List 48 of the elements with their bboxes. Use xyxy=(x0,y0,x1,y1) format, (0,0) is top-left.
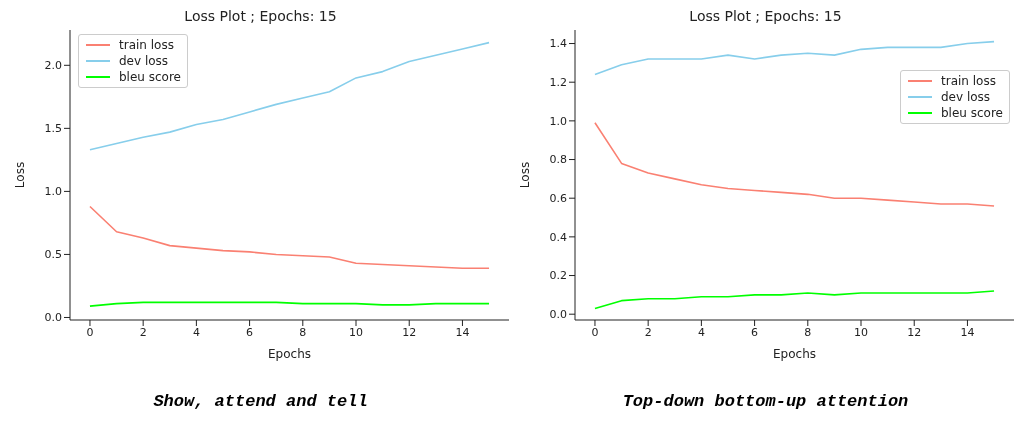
legend-label: train loss xyxy=(119,37,174,53)
y-tick-label: 0.0 xyxy=(44,311,62,325)
x-tick-label: 14 xyxy=(455,325,470,339)
chart-title: Loss Plot ; Epochs: 15 xyxy=(688,8,843,26)
x-tick-label: 14 xyxy=(960,325,975,339)
line-series xyxy=(89,205,490,270)
y-tick-label: 1.0 xyxy=(44,185,62,199)
legend-label: dev loss xyxy=(119,53,169,69)
x-tick-label: 4 xyxy=(192,325,200,339)
x-axis-title: Epochs xyxy=(773,347,816,361)
x-tick-label: 4 xyxy=(697,325,705,339)
y-tick-label: 0.5 xyxy=(44,248,62,262)
x-tick-label: 8 xyxy=(804,325,812,339)
y-tick-label: 1.2 xyxy=(549,76,567,90)
legend-label: bleu score xyxy=(941,105,1003,121)
x-tick-label: 12 xyxy=(402,325,417,339)
x-tick-label: 0 xyxy=(591,325,599,339)
x-tick-label: 8 xyxy=(299,325,307,339)
y-tick-label: 0.4 xyxy=(549,230,567,244)
y-axis-title: Loss xyxy=(13,161,28,189)
y-tick-label: 0.2 xyxy=(549,269,567,283)
x-tick-label: 12 xyxy=(907,325,922,339)
x-tick-label: 0 xyxy=(86,325,94,339)
text: Top-down bottom-up attention xyxy=(621,392,910,411)
x-tick-label: 10 xyxy=(349,325,364,339)
line-series xyxy=(89,41,490,151)
y-tick-label: 1.4 xyxy=(549,37,567,51)
line-series xyxy=(594,122,995,207)
y-tick-label: 0.0 xyxy=(549,308,567,322)
legend-label: bleu score xyxy=(119,69,181,85)
y-tick-label: 1.5 xyxy=(44,122,62,136)
legend-label: train loss xyxy=(941,73,996,89)
line-series xyxy=(594,40,995,76)
y-tick-label: 2.0 xyxy=(44,59,62,73)
y-tick-label: 0.8 xyxy=(549,153,567,167)
x-tick-label: 6 xyxy=(751,325,759,339)
x-tick-label: 6 xyxy=(246,325,254,339)
y-tick-label: 1.0 xyxy=(549,114,567,128)
y-tick-label: 0.6 xyxy=(549,192,567,206)
line-series xyxy=(594,290,995,310)
legend-label: dev loss xyxy=(941,89,991,105)
x-axis-title: Epochs xyxy=(268,347,311,361)
text: Show, attend and tell xyxy=(152,392,369,411)
x-tick-label: 2 xyxy=(139,325,147,339)
x-tick-label: 2 xyxy=(644,325,652,339)
y-axis-title: Loss xyxy=(518,161,533,189)
x-tick-label: 10 xyxy=(854,325,869,339)
chart-title: Loss Plot ; Epochs: 15 xyxy=(183,8,338,26)
